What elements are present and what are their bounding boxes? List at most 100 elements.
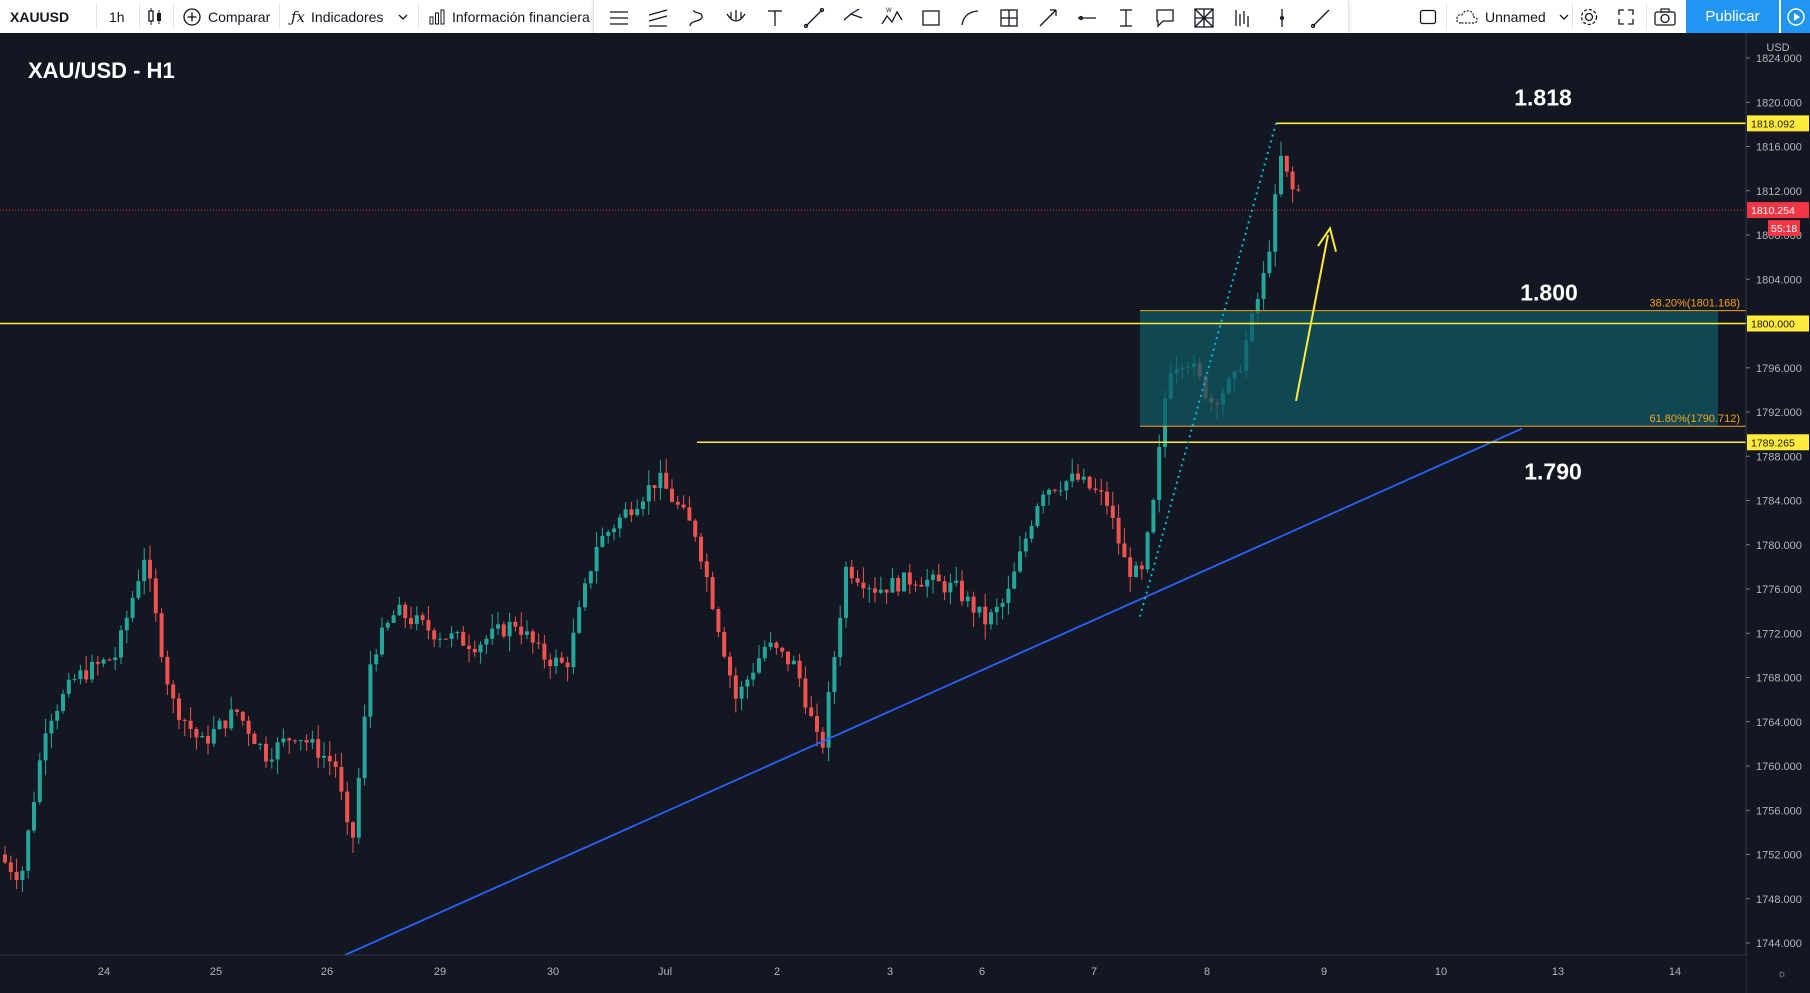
candle-body	[954, 580, 959, 583]
fullscreen-chart-button[interactable]	[1418, 0, 1438, 33]
candle-body	[571, 632, 576, 668]
text-tool-tool-button[interactable]	[760, 4, 790, 32]
candle-body	[397, 604, 402, 616]
candle-body	[200, 735, 205, 738]
price-axis[interactable]: USD1824.0001820.0001816.0001812.0001808.…	[1745, 33, 1810, 993]
candle-body	[710, 577, 715, 609]
horizontal-lines-icon	[610, 11, 628, 25]
candle-body	[670, 488, 674, 502]
chart-drawings: 38.20%(1801.168) 61.80%(1790.712) 1.818 1.8…	[0, 84, 1746, 956]
xabcd-pattern-tool-button[interactable]: W	[877, 4, 907, 32]
countdown-label: 55:18	[1771, 223, 1797, 235]
compare-button[interactable]: Comparar	[182, 0, 270, 33]
candle-body	[472, 648, 477, 653]
price-tick-label: 1752.000	[1756, 850, 1802, 862]
trend-line-tool-button[interactable]	[799, 4, 829, 32]
divider	[139, 4, 140, 29]
price-tick-label: 1760.000	[1756, 761, 1802, 773]
fullscreen-button[interactable]	[1616, 0, 1636, 33]
chart-type-button[interactable]	[146, 0, 164, 33]
settings-button[interactable]	[1578, 0, 1600, 33]
candle-body	[90, 661, 94, 680]
callout-tool-button[interactable]	[1150, 4, 1180, 32]
gann-box-tool-button[interactable]	[1189, 4, 1219, 32]
candle-body	[1128, 557, 1133, 577]
price-tick-label: 1804.000	[1756, 274, 1802, 286]
price-tag-1789: 1789.265	[1751, 437, 1795, 449]
symbol-search[interactable]: XAUUSD	[10, 0, 69, 33]
candle-body	[565, 662, 570, 668]
price-tag-1818-bg	[1747, 115, 1809, 132]
candle-body	[107, 659, 112, 661]
price-tick-label: 1772.000	[1756, 628, 1802, 640]
rectangle-tool-button[interactable]	[916, 4, 946, 32]
candle-body	[374, 654, 379, 665]
vertical-line-tool-button[interactable]	[1267, 4, 1297, 32]
candle-body	[490, 628, 495, 639]
horizontal-ray-tool-button[interactable]	[1072, 4, 1102, 32]
candle-body	[681, 504, 686, 508]
candle-body	[1255, 298, 1260, 314]
brush-tool-button[interactable]	[682, 4, 712, 32]
snapshot-button[interactable]	[1653, 0, 1677, 33]
candle-body	[757, 658, 761, 673]
long-position-tool-button[interactable]	[994, 4, 1024, 32]
candle-body	[942, 581, 947, 593]
measure-tool-button[interactable]	[1033, 4, 1063, 32]
candle-body	[101, 659, 106, 664]
candle-body	[751, 672, 756, 680]
candle-body	[443, 638, 448, 640]
publish-button[interactable]: Publicar	[1686, 0, 1779, 33]
candle-body	[165, 656, 170, 685]
layout-menu-button[interactable]: Unnamed	[1455, 0, 1570, 33]
candle-body	[1018, 551, 1022, 572]
candle-body	[1116, 517, 1121, 544]
measure-icon	[1039, 9, 1057, 27]
candle-body	[577, 607, 582, 633]
ray-tool-button[interactable]	[1306, 4, 1336, 32]
bars-pattern-icon	[1235, 10, 1249, 27]
candle-body	[171, 684, 176, 699]
horizontal-lines-tool-button[interactable]	[604, 4, 634, 32]
candle-body	[588, 571, 593, 584]
candle-body	[304, 740, 309, 743]
parallel-channel-tool-button[interactable]	[643, 4, 673, 32]
candle-body	[32, 802, 36, 831]
interval-button[interactable]: 1h	[109, 0, 125, 33]
replay-button[interactable]	[1781, 0, 1810, 33]
financial-info-button[interactable]: Información financiera	[428, 0, 590, 33]
fib-382-label: 38.20%(1801.168)	[1649, 298, 1740, 310]
price-tick-label: 1824.000	[1756, 53, 1802, 65]
candle-body	[380, 627, 384, 655]
pitchfork-tool-button[interactable]	[721, 4, 751, 32]
candle-body	[1058, 490, 1063, 492]
path-tool-button[interactable]	[838, 4, 868, 32]
candle-body	[815, 715, 819, 732]
candle-body	[211, 729, 216, 744]
candle-body	[890, 577, 895, 593]
price-chart[interactable]: 38.20%(1801.168) 61.80%(1790.712) 1.818 1.8…	[0, 33, 1810, 993]
candle-body	[414, 615, 419, 625]
indicators-button[interactable]: ƒx Indicadores	[291, 0, 409, 33]
candle-body	[391, 615, 396, 623]
candle-body	[356, 777, 361, 838]
price-tick-label: 1788.000	[1756, 451, 1802, 463]
bars-pattern-tool-button[interactable]	[1228, 4, 1258, 32]
plus-circle-icon	[183, 7, 201, 26]
chart-background	[0, 33, 1810, 993]
divider	[96, 4, 97, 29]
price-tag-1800: 1800.000	[1751, 319, 1795, 331]
candle-body	[809, 707, 814, 716]
time-axis-background	[0, 955, 1746, 993]
candle-body	[867, 588, 872, 590]
time-tick-label: 14	[1669, 966, 1681, 978]
candle-body	[1047, 489, 1051, 495]
candle-body	[136, 581, 141, 598]
candle-body	[739, 686, 744, 699]
vertical-text-tool-button[interactable]	[1111, 4, 1141, 32]
time-axis[interactable]: 24 25 26 29 30 Jul 2 3 6 7 8 9 10 13 14 ☼	[0, 954, 1787, 993]
arc-tool-button[interactable]	[955, 4, 985, 32]
candle-body	[583, 583, 587, 608]
compare-label: Comparar	[208, 8, 271, 25]
cloud-icon	[1456, 9, 1478, 24]
